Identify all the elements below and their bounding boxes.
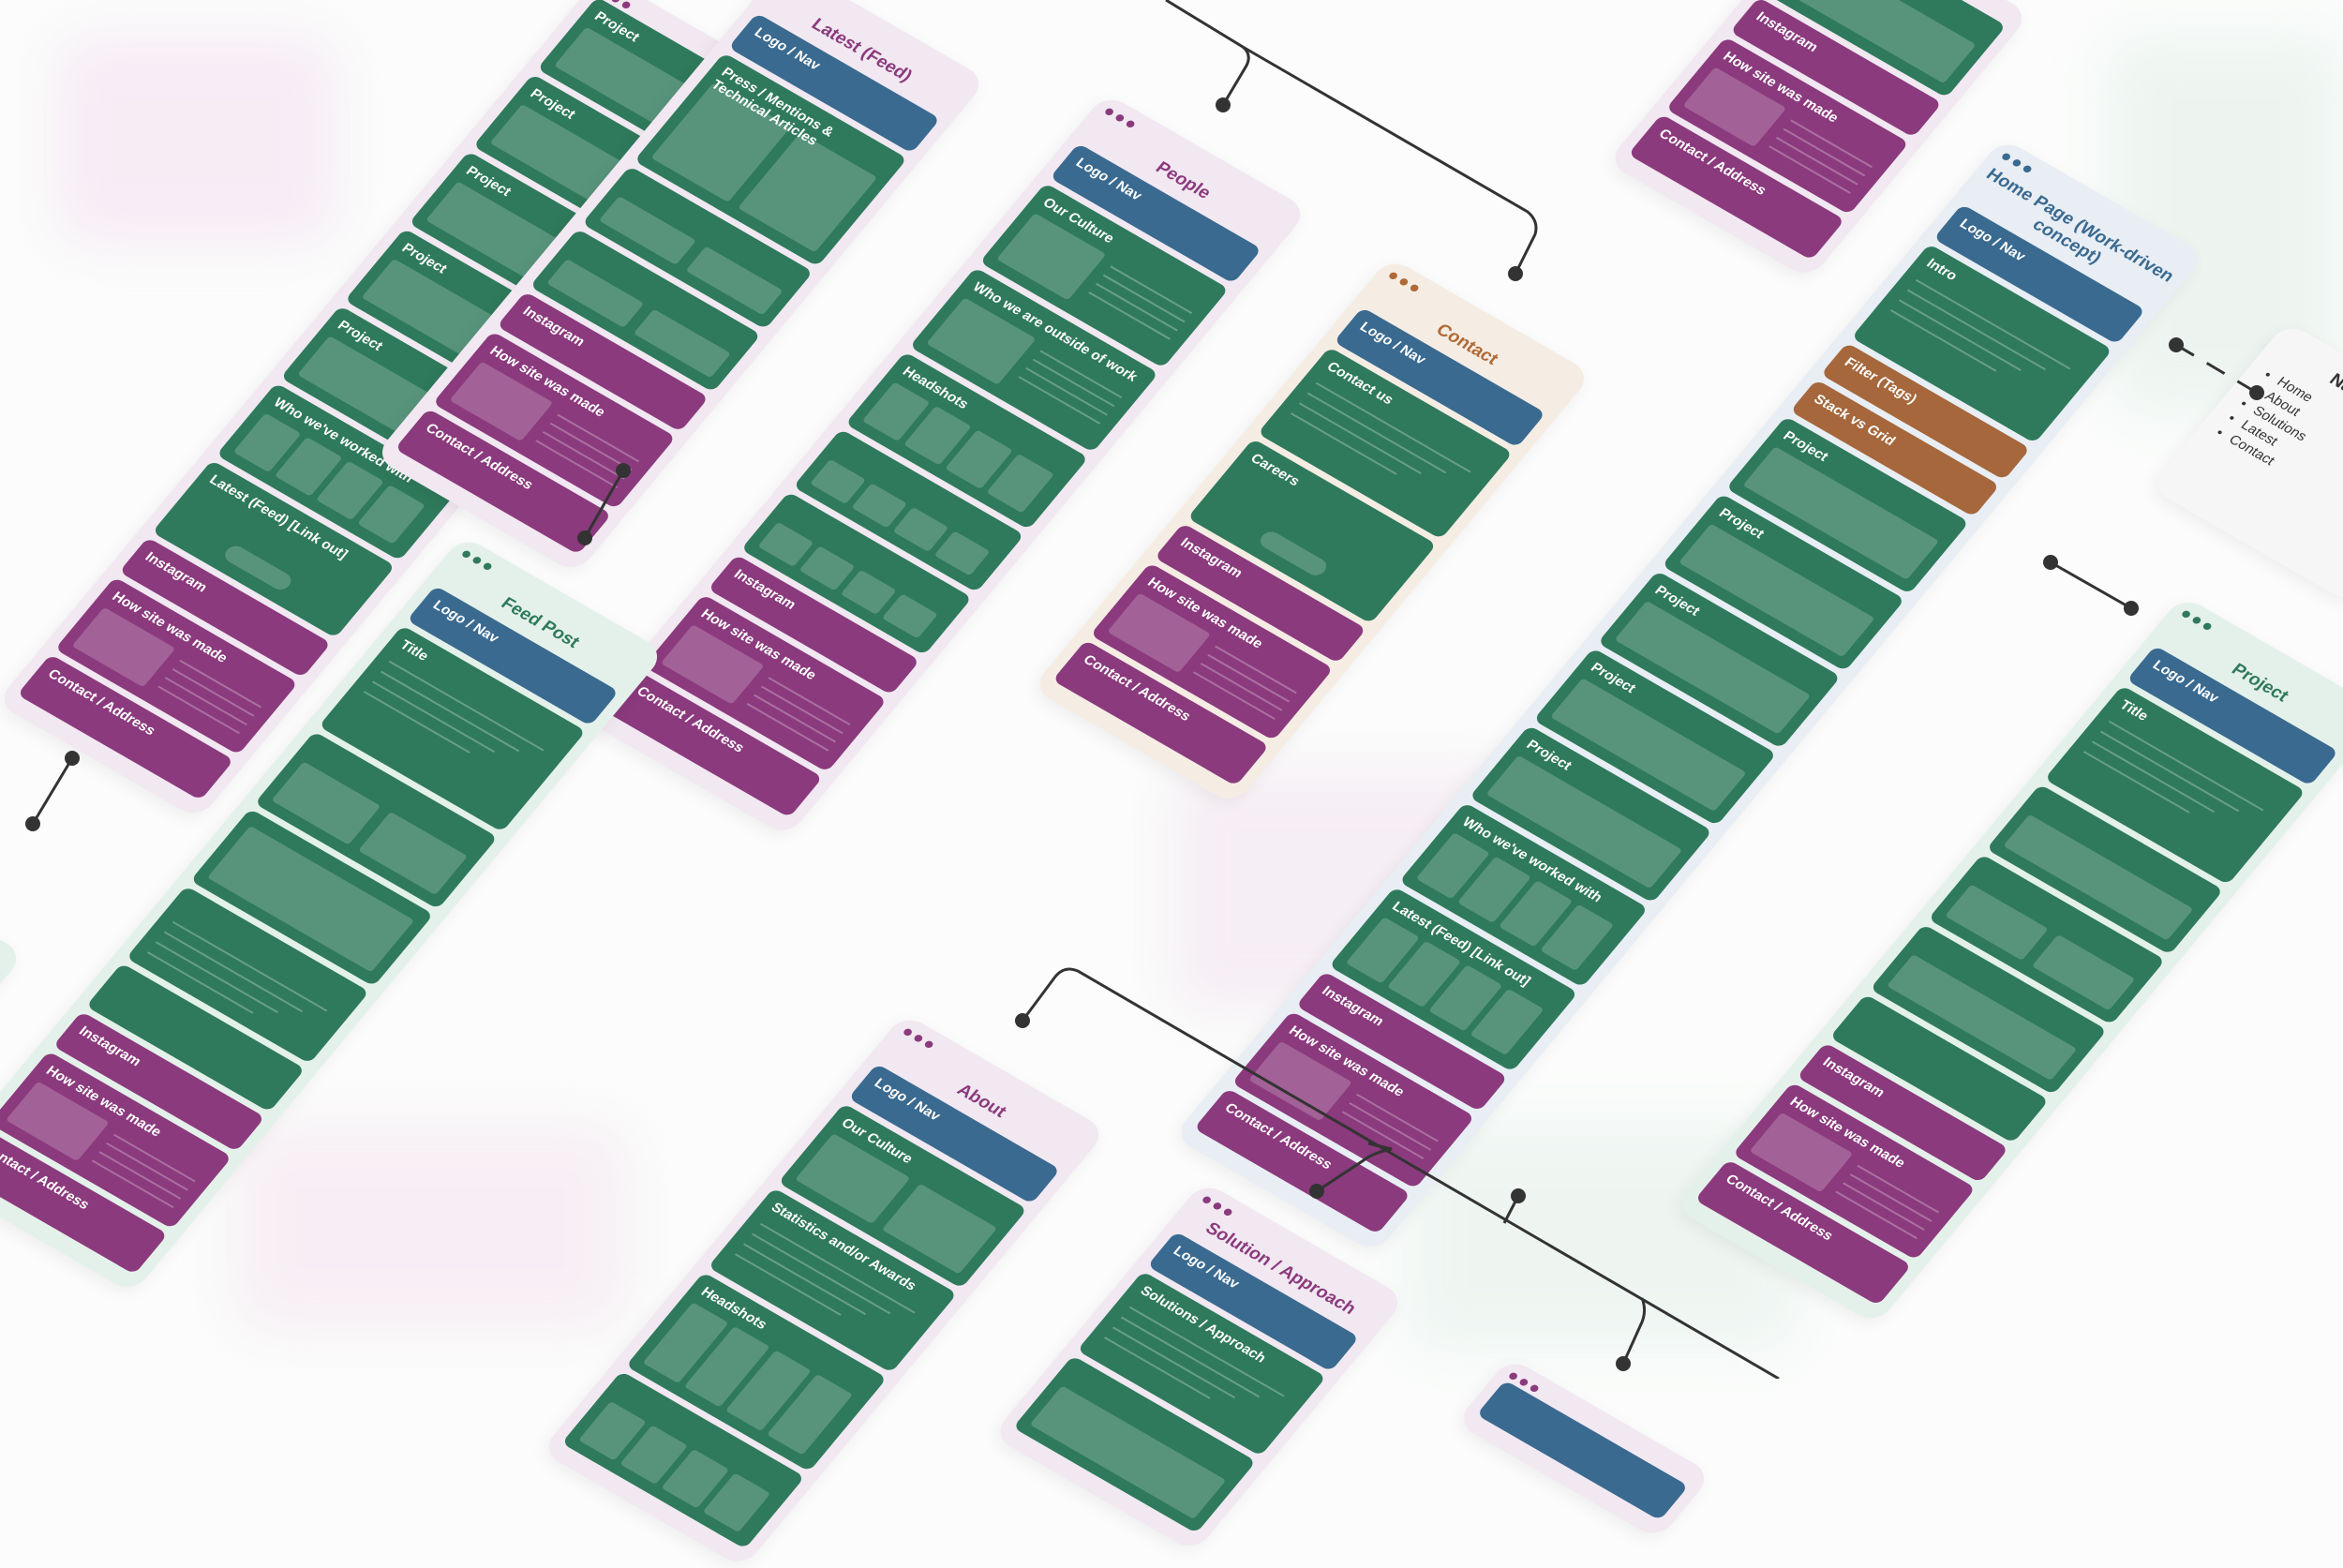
connector bbox=[31, 757, 74, 825]
node-dot bbox=[1511, 1188, 1526, 1203]
connector bbox=[1242, 45, 1538, 275]
backdrop bbox=[234, 1125, 628, 1331]
node-dot bbox=[1216, 97, 1231, 112]
node-dot bbox=[2249, 385, 2264, 400]
dot bbox=[1517, 1377, 1530, 1387]
section-block bbox=[1476, 1380, 1689, 1521]
connector bbox=[1316, 1142, 1393, 1193]
connector bbox=[583, 470, 625, 539]
backdrop bbox=[56, 37, 337, 244]
connector bbox=[1621, 1297, 1647, 1365]
node-dot bbox=[1508, 266, 1523, 281]
connector bbox=[2050, 560, 2132, 610]
node-dot bbox=[616, 463, 631, 478]
node-dot bbox=[1616, 1356, 1631, 1371]
node-dot bbox=[2043, 555, 2058, 570]
page: Project Project Project Project Project Who w… bbox=[0, 0, 2343, 1379]
dot bbox=[1529, 1383, 1541, 1394]
connector bbox=[1165, 0, 1250, 106]
node-dot bbox=[65, 751, 80, 766]
connectors bbox=[25, 0, 2264, 1379]
node-dot bbox=[2124, 601, 2139, 616]
node-dot bbox=[2169, 337, 2184, 352]
node-dot bbox=[577, 530, 592, 545]
connector bbox=[1021, 967, 1780, 1379]
node-dot bbox=[25, 816, 40, 831]
connector bbox=[2175, 343, 2258, 395]
node-dot bbox=[1015, 1013, 1030, 1028]
wireframe-card bbox=[1455, 1357, 1713, 1541]
node-dot bbox=[1309, 1184, 1324, 1199]
